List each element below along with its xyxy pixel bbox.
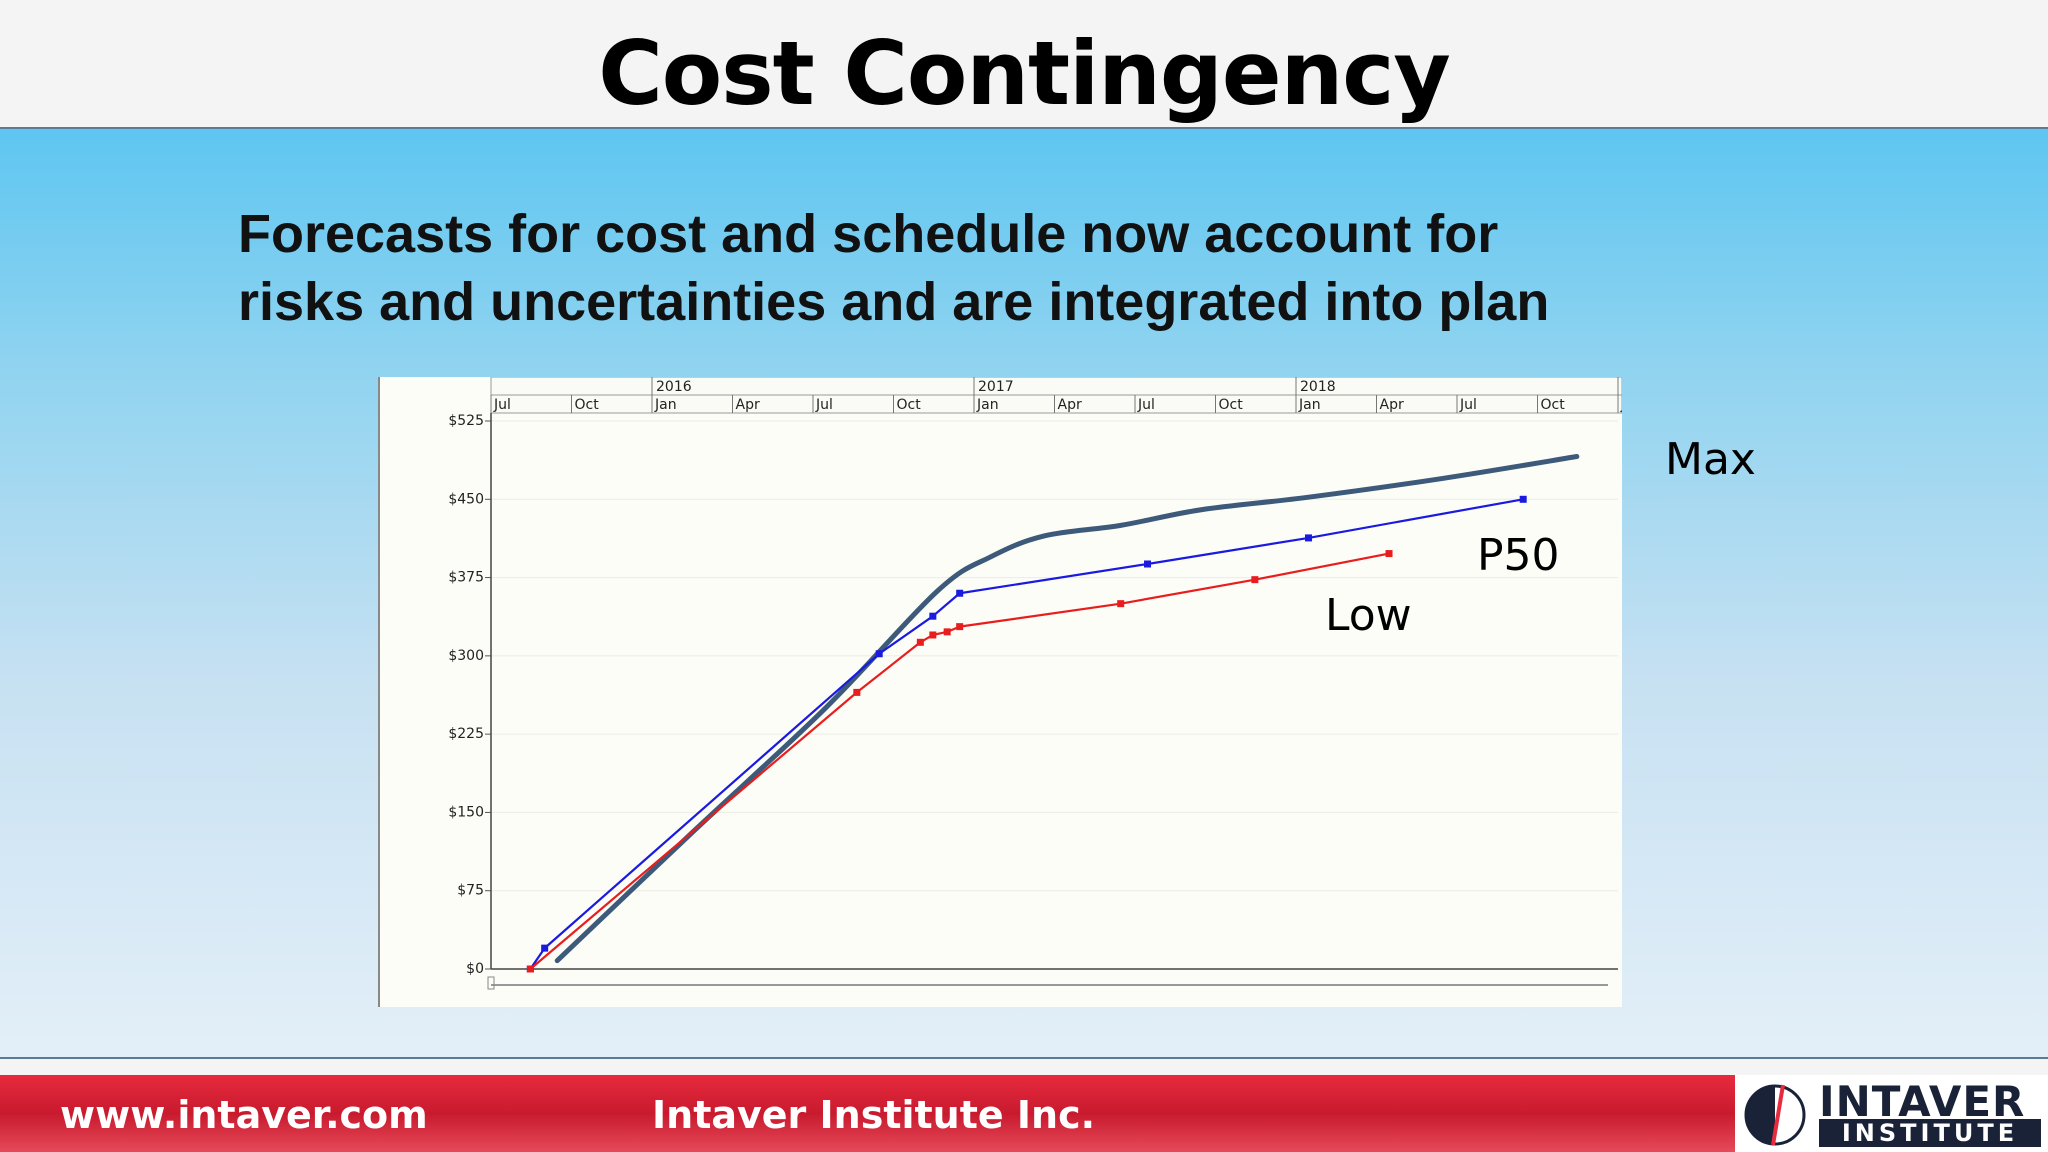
label-low: Low (1325, 590, 1412, 641)
year-tick-label: 2017 (978, 379, 1014, 395)
month-tick-label: Jan (654, 397, 677, 413)
scroll-handle (487, 976, 495, 990)
slide-title: Cost Contingency (598, 22, 1451, 125)
month-tick-label: Jan (976, 397, 999, 413)
series-point-low (929, 631, 937, 639)
y-tick-label: $150 (448, 804, 484, 820)
series-point-p50 (1519, 495, 1527, 503)
series-point-low (956, 623, 964, 631)
footer-company: Intaver Institute Inc. (652, 1093, 1096, 1137)
series-point-low (916, 638, 924, 646)
month-tick-label: Oct (1541, 397, 1566, 413)
month-tick-label: Jan (1298, 397, 1321, 413)
y-tick-label: $450 (448, 491, 484, 507)
month-tick-label: Jan (1620, 397, 1622, 413)
logo-emblem-icon (1744, 1084, 1806, 1146)
footer-website-link[interactable]: www.intaver.com (60, 1093, 428, 1137)
year-tick-label: 2018 (1300, 379, 1336, 395)
series-line-p50 (529, 498, 1525, 971)
month-tick-label: Apr (736, 397, 760, 413)
month-tick-label: Jul (1137, 397, 1155, 413)
series-point-low (943, 628, 951, 636)
series-point-low (526, 965, 534, 973)
logo-text-institute: INSTITUTE (1819, 1119, 2041, 1147)
month-tick-label: Oct (575, 397, 600, 413)
y-tick-label: $225 (448, 726, 484, 742)
cost-chart-svg: 201620172018201JulOctJanAprJulOctJanAprJ… (448, 377, 1622, 990)
y-tick-label: $0 (466, 961, 484, 977)
month-tick-label: Oct (897, 397, 922, 413)
slide-subtitle: Forecasts for cost and schedule now acco… (238, 200, 1738, 336)
subtitle-line-2: risks and uncertainties and are integrat… (238, 272, 1550, 332)
intaver-logo: INTAVER INSTITUTE (1735, 1075, 2048, 1152)
y-tick-label: $75 (457, 883, 484, 899)
y-tick-label: $375 (448, 570, 484, 586)
month-tick-label: Apr (1380, 397, 1404, 413)
cost-chart: 201620172018201JulOctJanAprJulOctJanAprJ… (378, 377, 1622, 1007)
month-tick-label: Apr (1058, 397, 1082, 413)
series-point-low (1385, 550, 1393, 558)
y-tick-label: $300 (448, 648, 484, 664)
month-tick-label: Jul (1459, 397, 1477, 413)
series-point-p50 (1305, 534, 1313, 542)
month-tick-label: Oct (1219, 397, 1244, 413)
year-tick-label: 2016 (656, 379, 692, 395)
series-point-p50 (1144, 560, 1152, 568)
month-tick-label: Jul (815, 397, 833, 413)
series-point-low (1251, 576, 1259, 584)
subtitle-line-1: Forecasts for cost and schedule now acco… (238, 204, 1499, 264)
series-point-low (853, 688, 861, 696)
label-p50: P50 (1477, 530, 1560, 581)
y-tick-label: $525 (448, 413, 484, 429)
series-point-p50 (956, 589, 964, 597)
series-point-p50 (875, 650, 883, 658)
series-point-low (1117, 600, 1125, 608)
title-bar: Cost Contingency (0, 0, 2048, 127)
logo-text-intaver: INTAVER (1819, 1077, 2026, 1126)
series-point-p50 (929, 612, 937, 620)
series-point-p50 (541, 944, 549, 952)
label-max: Max (1665, 434, 1756, 485)
series-line-max (554, 453, 1580, 964)
month-tick-label: Jul (493, 397, 511, 413)
series-line-low (529, 552, 1391, 971)
footer-bar: www.intaver.com Intaver Institute Inc. (0, 1075, 2048, 1152)
